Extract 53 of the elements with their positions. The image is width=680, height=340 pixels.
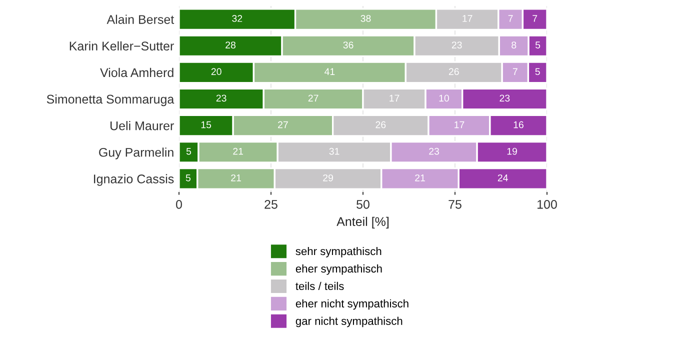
data-label: 20 (211, 68, 222, 76)
data-label: 16 (514, 121, 524, 128)
data-label: 23 (500, 94, 510, 102)
data-label: 21 (233, 148, 243, 155)
y-tick-label: Karin Keller−Sutter (70, 41, 174, 51)
legend-label: eher sympathisch (296, 264, 382, 275)
data-label: 5 (186, 148, 192, 155)
data-label: 8 (512, 42, 516, 48)
data-label: 7 (512, 68, 518, 75)
data-label: 7 (532, 15, 538, 22)
data-label: 27 (308, 94, 318, 102)
data-label: 26 (376, 121, 386, 128)
data-label: 29 (323, 174, 333, 182)
data-label: 41 (324, 68, 335, 75)
legend-label: gar nicht sympathisch (296, 316, 402, 328)
data-label: 7 (508, 15, 513, 22)
data-label: 5 (186, 174, 190, 182)
y-tick-label: Ueli Maurer (110, 121, 174, 130)
data-label: 36 (343, 42, 354, 48)
y-tick-label: Guy Parmelin (99, 148, 174, 160)
data-label: 19 (507, 148, 517, 155)
data-label: 5 (535, 42, 540, 48)
y-tick-label: Viola Amherd (100, 68, 174, 78)
data-label: 21 (415, 174, 425, 182)
x-tick-label: 0 (176, 200, 182, 209)
y-tick-label: Ignazio Cassis (94, 174, 174, 186)
data-label: 32 (232, 15, 242, 22)
y-tick-label: Alain Berset (106, 14, 174, 24)
x-tick-label: 50 (356, 200, 370, 209)
x-tick-label: 75 (448, 200, 462, 209)
data-label: 17 (390, 94, 400, 102)
data-label: 31 (329, 148, 340, 155)
data-label: 17 (462, 15, 472, 22)
y-tick-label: Simonetta Sommaruga (46, 94, 174, 106)
data-label: 15 (201, 121, 212, 128)
data-label: 21 (231, 174, 241, 182)
data-label: 27 (278, 121, 288, 128)
legend-label: sehr sympathisch (296, 246, 382, 258)
data-label: 23 (216, 94, 226, 102)
data-label: 5 (535, 68, 540, 76)
x-axis-title: Anteil [%] (336, 216, 389, 228)
legend-label: teils / teils (296, 282, 344, 290)
data-label: 17 (454, 121, 464, 128)
data-label: 10 (439, 94, 449, 102)
data-label: 24 (498, 174, 508, 182)
legend-label: eher nicht sympathisch (296, 299, 408, 310)
data-label: 38 (360, 15, 371, 22)
x-tick-label: 25 (264, 200, 278, 209)
data-label: 26 (448, 68, 459, 76)
data-label: 28 (226, 42, 236, 48)
x-tick-label: 100 (538, 200, 557, 209)
data-label: 23 (452, 42, 462, 48)
data-label: 23 (429, 148, 440, 155)
